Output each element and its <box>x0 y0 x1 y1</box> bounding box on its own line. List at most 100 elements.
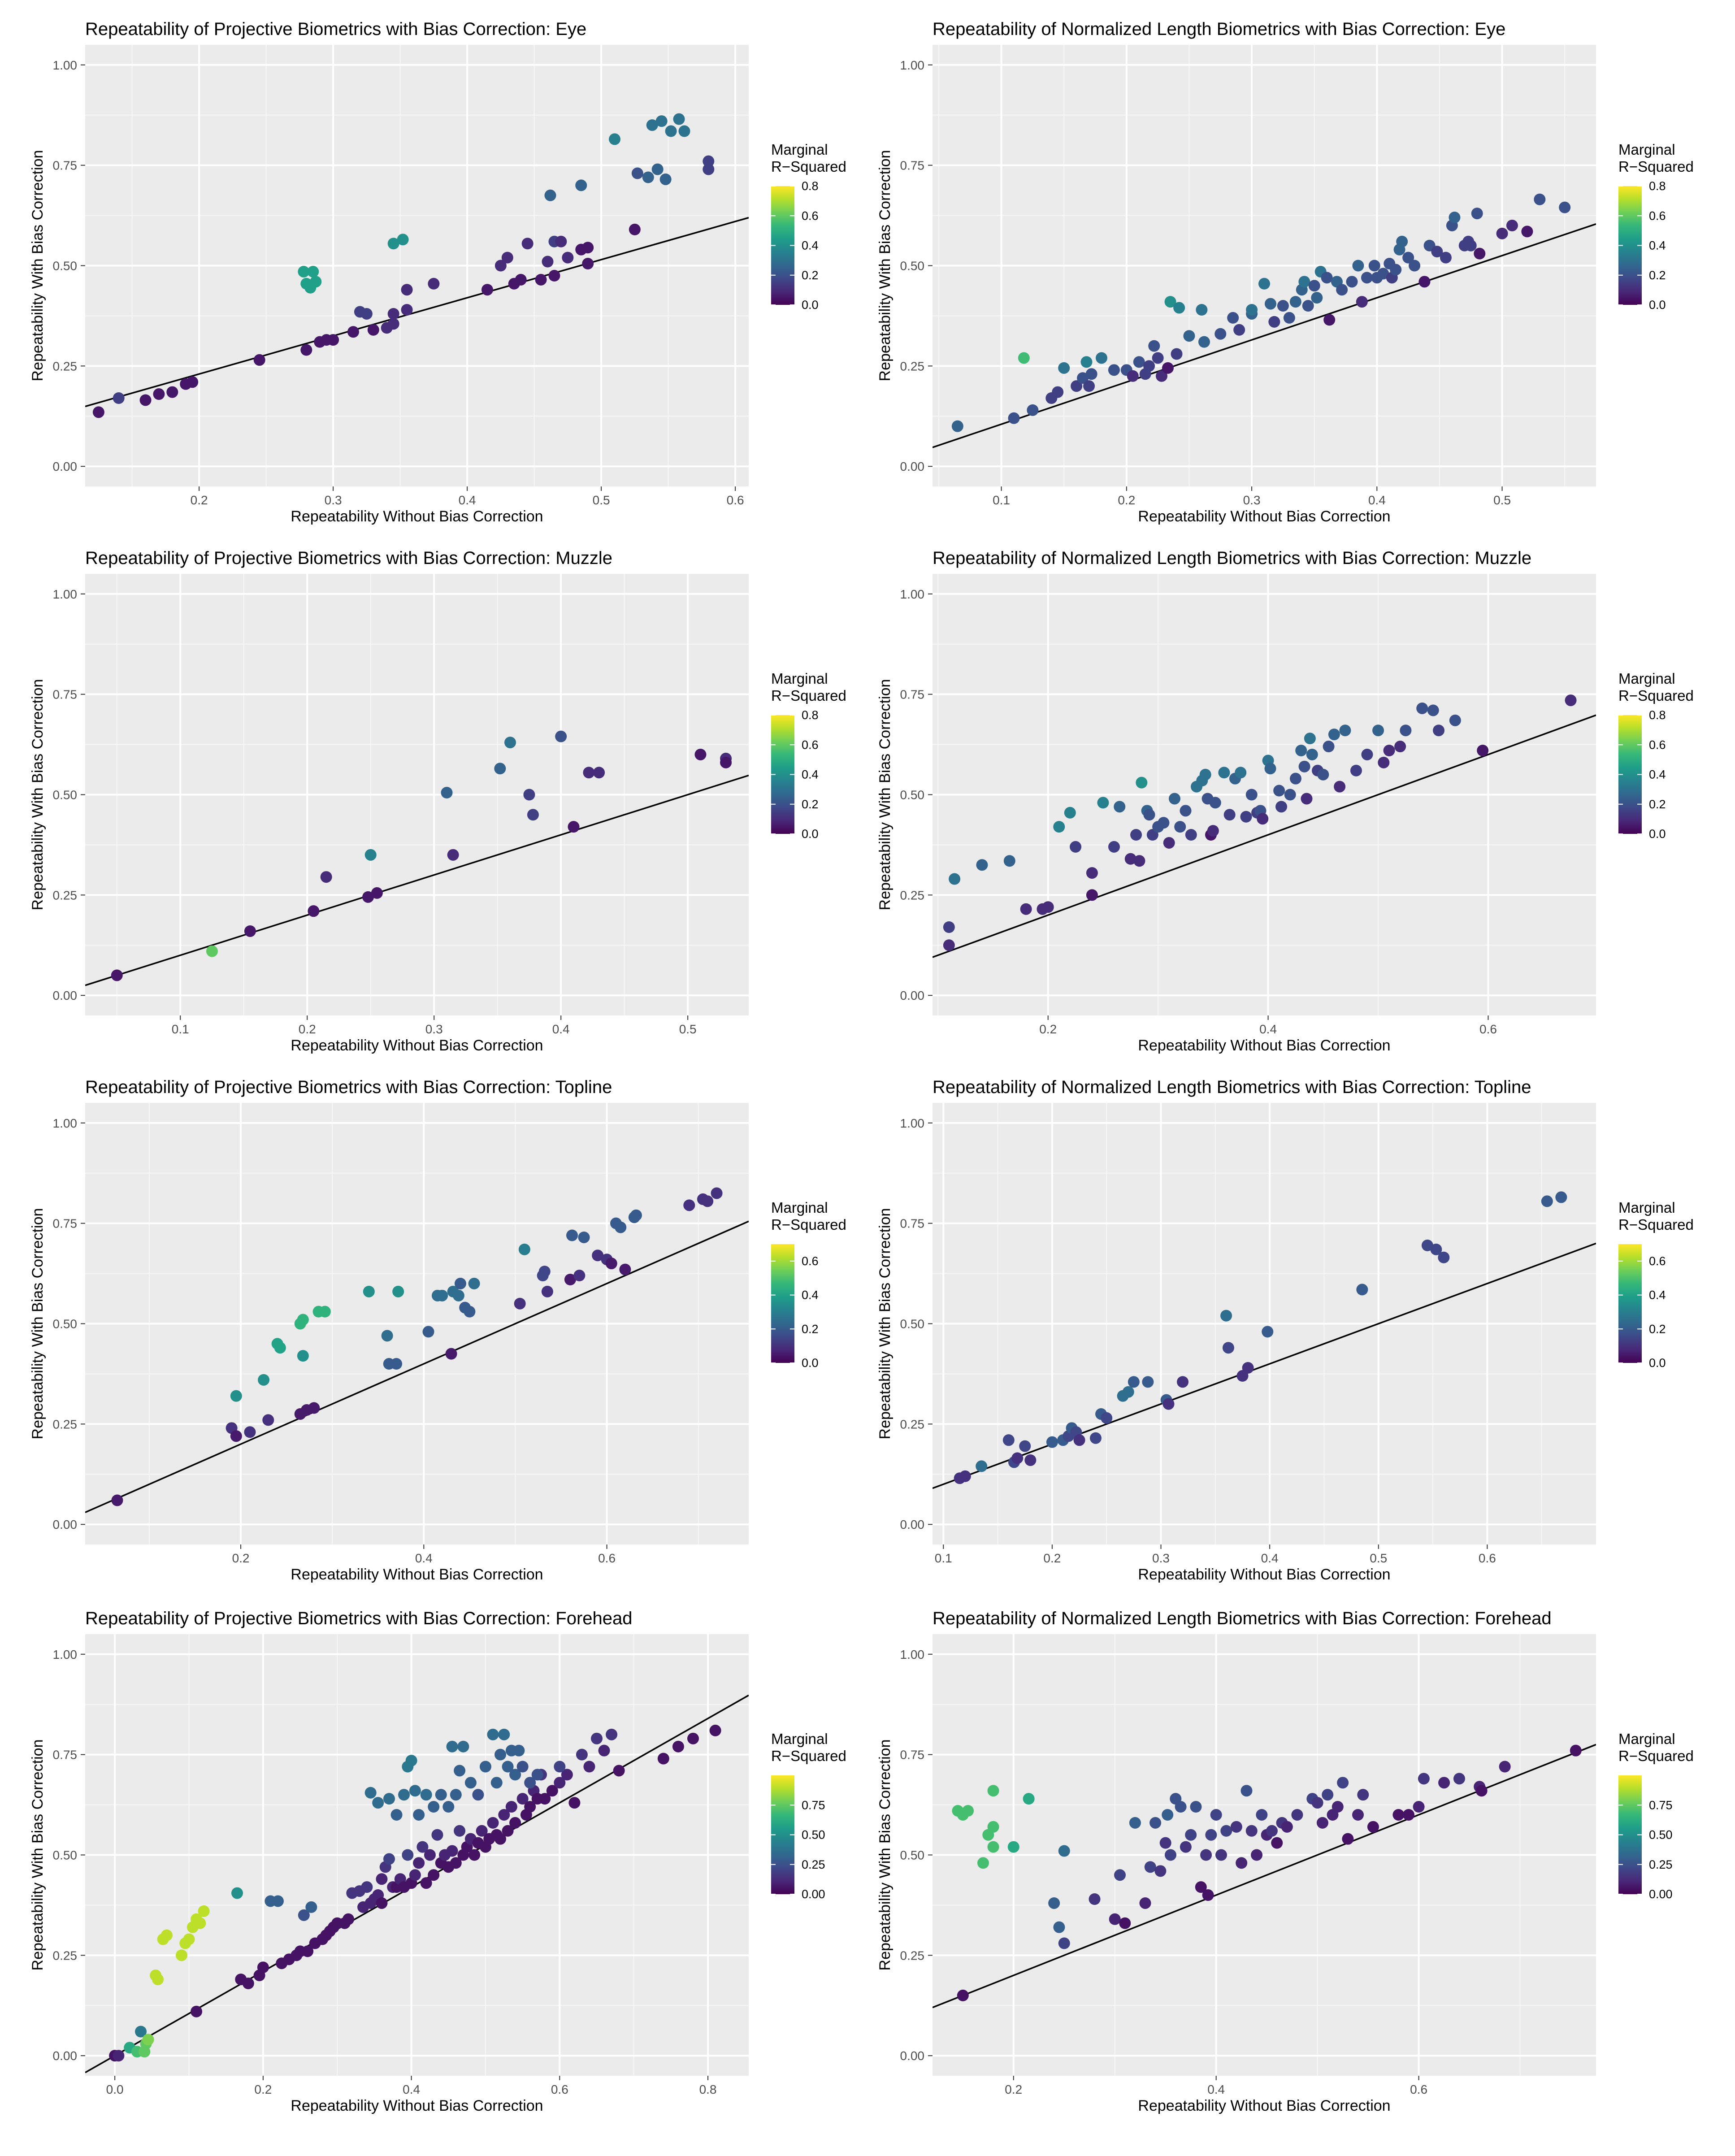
y-tick-label: 0.50 <box>900 788 925 802</box>
colorbar-tick-label: 0.50 <box>1649 1828 1673 1842</box>
data-point <box>1019 1440 1031 1452</box>
data-point <box>187 376 199 388</box>
data-point <box>1152 352 1164 364</box>
legend-title-line2: R−Squared <box>771 687 846 704</box>
y-tick-label: 1.00 <box>900 58 925 72</box>
x-tick-label: 0.2 <box>191 493 208 507</box>
data-point <box>542 256 554 268</box>
y-tick-label: 0.50 <box>53 1848 78 1862</box>
colorbar-tick-label: 0.25 <box>1649 1858 1673 1871</box>
data-point <box>619 1263 631 1275</box>
data-point <box>1246 304 1258 316</box>
data-point <box>1162 1809 1174 1821</box>
colorbar-tick-label: 0.4 <box>1649 1288 1666 1302</box>
data-point <box>347 326 359 338</box>
y-tick-label: 0.00 <box>900 989 925 1002</box>
data-point <box>1162 362 1174 374</box>
data-point <box>1378 756 1390 768</box>
data-point <box>1142 1376 1154 1388</box>
data-point <box>1241 1785 1253 1797</box>
data-point <box>1230 1821 1242 1833</box>
x-axis-label: Repeatability Without Bias Correction <box>291 2097 543 2114</box>
data-point <box>1465 239 1477 252</box>
data-point <box>383 1853 395 1865</box>
data-point <box>1477 745 1489 756</box>
data-point <box>1308 280 1320 292</box>
scatter-panel-8: Repeatability of Normalized Length Biome… <box>876 1609 1694 2114</box>
data-point <box>657 1753 669 1765</box>
data-point <box>1289 296 1301 308</box>
data-point <box>1159 1837 1171 1849</box>
data-point <box>308 905 320 917</box>
data-point <box>428 278 440 290</box>
legend-title-line1: Marginal <box>1618 1731 1675 1747</box>
data-point <box>976 859 988 871</box>
data-point <box>494 1833 507 1845</box>
legend-title-line2: R−Squared <box>1618 158 1694 175</box>
data-point <box>987 1841 999 1853</box>
x-tick-label: 0.1 <box>993 493 1010 507</box>
data-point <box>1101 1412 1113 1424</box>
data-point <box>1289 772 1301 785</box>
data-point <box>1024 1454 1037 1466</box>
data-point <box>564 1274 576 1285</box>
x-axis-label: Repeatability Without Bias Correction <box>291 1566 543 1583</box>
reference-line <box>85 1220 749 1513</box>
data-point <box>476 1825 488 1837</box>
data-point <box>598 1744 610 1757</box>
data-point <box>1144 1861 1156 1873</box>
data-point <box>1171 348 1183 360</box>
data-point <box>441 787 453 799</box>
colorbar-tick-label: 0.0 <box>1649 298 1666 312</box>
y-axis-label: Repeatability With Bias Correction <box>29 679 46 911</box>
data-point <box>175 1949 187 1961</box>
data-point <box>1222 1342 1234 1354</box>
data-point <box>524 1777 536 1789</box>
data-point <box>230 1390 242 1402</box>
x-tick-label: 0.3 <box>425 1022 443 1036</box>
data-point <box>464 1306 476 1318</box>
data-point <box>1023 1793 1035 1805</box>
data-point <box>1209 797 1221 809</box>
data-point <box>1163 837 1175 849</box>
data-point <box>1264 298 1276 310</box>
data-point <box>1339 724 1351 737</box>
data-point <box>1053 821 1065 833</box>
data-point <box>1008 412 1020 424</box>
data-point <box>327 334 339 346</box>
data-point <box>1064 807 1076 819</box>
data-point <box>541 1285 553 1297</box>
data-point <box>1129 1817 1141 1829</box>
data-point <box>1073 1434 1085 1446</box>
data-point <box>977 1857 989 1869</box>
data-point <box>720 756 732 768</box>
legend-title-line2: R−Squared <box>1618 687 1694 704</box>
y-tick-label: 0.75 <box>53 688 78 702</box>
gridlines <box>85 1634 749 2076</box>
data-point <box>951 420 963 432</box>
data-point <box>709 1724 721 1736</box>
data-point <box>257 1961 269 1974</box>
data-point <box>1199 768 1211 781</box>
data-point <box>1427 704 1439 716</box>
points <box>111 1187 723 1506</box>
data-point <box>383 1793 395 1805</box>
data-point <box>1431 246 1443 258</box>
x-axis-label: Repeatability Without Bias Correction <box>291 1037 543 1054</box>
data-point <box>111 969 123 981</box>
x-tick-label: 0.3 <box>1243 493 1261 507</box>
data-point <box>1302 300 1314 312</box>
data-point <box>1301 793 1313 805</box>
data-point <box>1149 1817 1162 1829</box>
x-tick-label: 0.6 <box>598 1551 616 1565</box>
scatter-panel-1: Repeatability of Projective Biometrics w… <box>29 19 846 525</box>
colorbar-tick-label: 0.0 <box>1649 827 1666 841</box>
legend-title-line1: Marginal <box>771 1731 828 1747</box>
legend-title-line1: Marginal <box>1618 1199 1675 1216</box>
colorbar-tick-label: 0.6 <box>1649 209 1666 222</box>
y-tick-label: 0.00 <box>53 460 78 473</box>
data-point <box>420 1789 432 1801</box>
data-point <box>1433 724 1445 737</box>
data-point <box>531 1769 543 1781</box>
data-point <box>454 1765 466 1777</box>
